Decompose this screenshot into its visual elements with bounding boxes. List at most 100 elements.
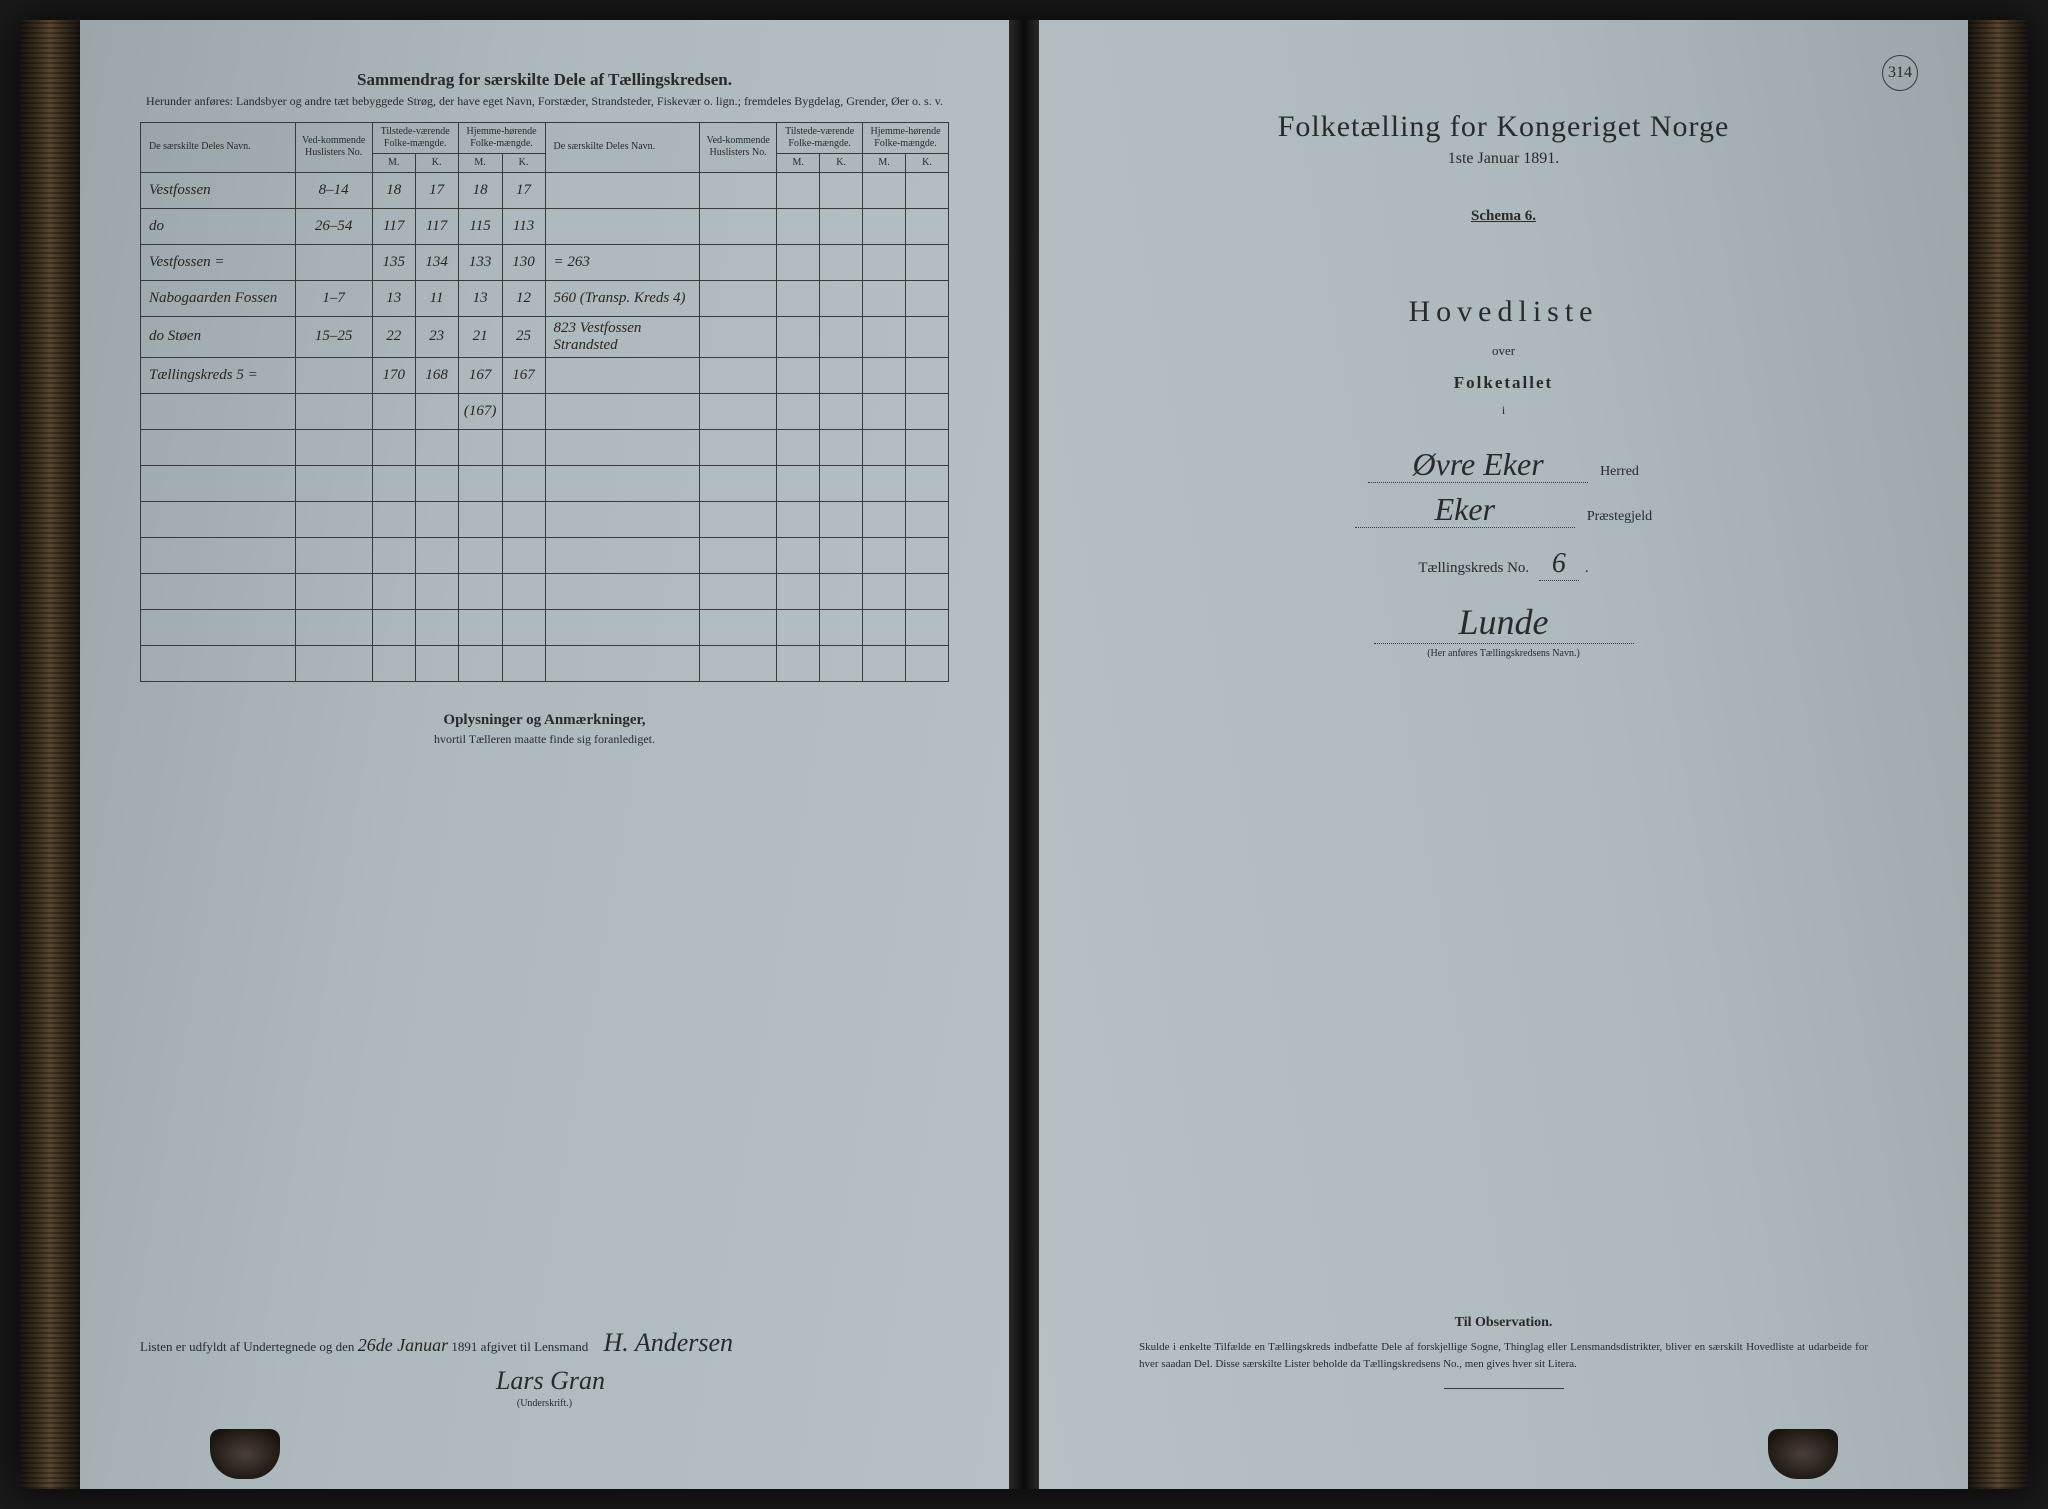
kreds-label: Tællingskreds No. — [1418, 560, 1529, 576]
underskrift-label: (Underskrift.) — [140, 1398, 949, 1409]
table-cell — [905, 316, 948, 357]
table-cell — [700, 393, 777, 429]
table-cell: 115 — [458, 208, 502, 244]
table-cell — [372, 609, 415, 645]
table-cell — [777, 244, 820, 280]
table-cell: 17 — [415, 172, 458, 208]
table-cell — [863, 465, 906, 501]
table-cell — [777, 393, 820, 429]
table-cell — [863, 244, 906, 280]
table-cell — [141, 609, 296, 645]
table-cell — [295, 429, 372, 465]
table-cell — [820, 357, 863, 393]
praestegjeld-row: Eker Præstegjeld — [1099, 493, 1908, 528]
table-cell — [820, 208, 863, 244]
table-cell — [502, 393, 545, 429]
table-cell: 22 — [372, 316, 415, 357]
table-cell — [863, 429, 906, 465]
table-cell — [777, 357, 820, 393]
table-cell — [863, 357, 906, 393]
table-cell — [905, 280, 948, 316]
table-cell: 13 — [372, 280, 415, 316]
kreds-name: Lunde — [1374, 601, 1634, 644]
table-cell — [820, 501, 863, 537]
hovedliste: Hovedliste — [1099, 295, 1908, 329]
table-cell — [700, 645, 777, 681]
table-cell — [863, 208, 906, 244]
table-cell: do Støen — [141, 316, 296, 357]
table-cell — [415, 645, 458, 681]
table-cell — [700, 501, 777, 537]
table-cell — [820, 172, 863, 208]
table-cell — [295, 393, 372, 429]
table-cell — [700, 537, 777, 573]
table-cell — [777, 316, 820, 357]
table-cell — [700, 208, 777, 244]
praestegjeld-label: Præstegjeld — [1587, 509, 1652, 525]
table-row — [141, 537, 949, 573]
table-cell: 117 — [415, 208, 458, 244]
table-cell — [545, 172, 700, 208]
table-cell — [141, 573, 296, 609]
table-cell — [502, 501, 545, 537]
table-cell: Vestfossen — [141, 172, 296, 208]
table-cell — [905, 393, 948, 429]
table-cell — [545, 537, 700, 573]
table-cell — [458, 537, 502, 573]
obs-rule — [1444, 1388, 1564, 1389]
table-cell — [863, 316, 906, 357]
table-cell — [458, 465, 502, 501]
table-cell — [372, 645, 415, 681]
table-cell — [141, 429, 296, 465]
table-cell: 21 — [458, 316, 502, 357]
table-cell — [820, 393, 863, 429]
th-m: M. — [863, 153, 906, 172]
table-cell — [777, 645, 820, 681]
table-cell — [545, 429, 700, 465]
table-cell — [545, 501, 700, 537]
table-cell — [777, 208, 820, 244]
table-cell — [372, 501, 415, 537]
table-row — [141, 429, 949, 465]
table-row — [141, 573, 949, 609]
table-cell: 26–54 — [295, 208, 372, 244]
table-row — [141, 501, 949, 537]
table-cell — [458, 573, 502, 609]
th-hjemme: Hjemme-hørende Folke-mængde. — [458, 122, 545, 153]
table-cell — [545, 208, 700, 244]
table-cell: = 263 — [545, 244, 700, 280]
table-cell — [905, 573, 948, 609]
table-cell — [905, 357, 948, 393]
table-cell: 170 — [372, 357, 415, 393]
table-cell — [545, 357, 700, 393]
table-cell — [905, 609, 948, 645]
table-cell — [905, 172, 948, 208]
praestegjeld-value: Eker — [1355, 493, 1575, 528]
binding-right — [1968, 20, 2028, 1489]
th-k: K. — [502, 153, 545, 172]
table-row: (167) — [141, 393, 949, 429]
table-cell — [777, 501, 820, 537]
table-cell — [905, 537, 948, 573]
table-cell — [295, 357, 372, 393]
table-cell: 18 — [458, 172, 502, 208]
table-cell — [415, 501, 458, 537]
table-cell — [777, 172, 820, 208]
table-cell: 117 — [372, 208, 415, 244]
table-cell — [905, 645, 948, 681]
table-cell — [372, 573, 415, 609]
table-cell — [863, 609, 906, 645]
table-cell — [458, 645, 502, 681]
table-cell: 11 — [415, 280, 458, 316]
table-cell — [415, 537, 458, 573]
table-cell — [820, 429, 863, 465]
table-cell: 168 — [415, 357, 458, 393]
table-cell — [295, 609, 372, 645]
footer-text: Listen er udfyldt af Undertegnede og den — [140, 1339, 354, 1354]
table-cell — [820, 645, 863, 681]
right-page: 314 Folketælling for Kongeriget Norge 1s… — [1039, 20, 1968, 1489]
book-spread: Sammendrag for særskilte Dele af Tælling… — [20, 20, 2028, 1489]
herred-row: Øvre Eker Herred — [1099, 448, 1908, 483]
herred-value: Øvre Eker — [1368, 448, 1588, 483]
table-cell — [777, 537, 820, 573]
